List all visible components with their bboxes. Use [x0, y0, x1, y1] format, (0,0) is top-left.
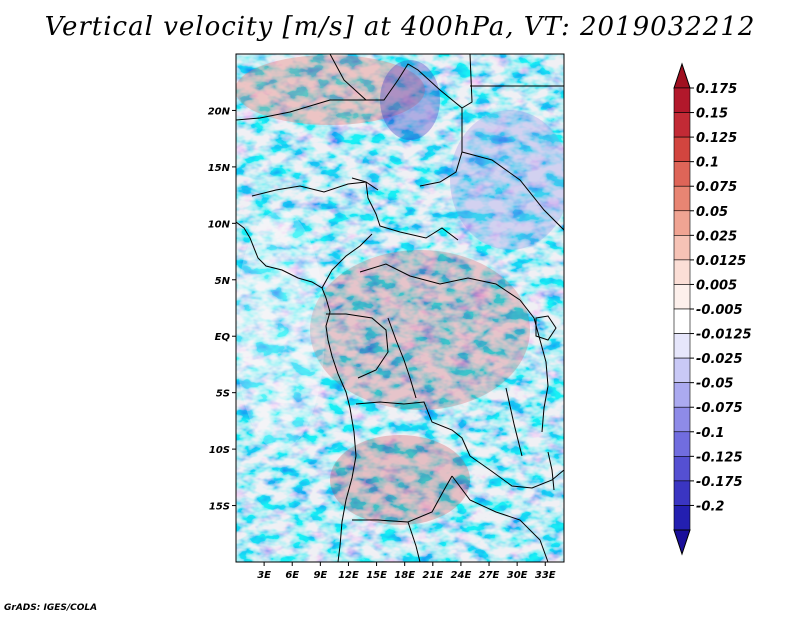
lake-tanganyika: [505, 387, 523, 457]
map-frame: [235, 53, 565, 563]
west-africa-coastline: [236, 221, 357, 562]
lon-tick-label: 21E: [422, 570, 443, 581]
lon-tick-label: 24E: [451, 570, 472, 581]
atlantic-calm-region: [236, 210, 325, 450]
lon-tick-label: 18E: [394, 570, 415, 581]
border-angola-north: [355, 401, 471, 457]
grads-credit: GrADS: IGES/COLA: [4, 603, 98, 613]
border-sudan: [461, 151, 564, 231]
lat-tick-label: 20N: [208, 106, 231, 117]
congo-convection-region: [310, 250, 530, 410]
southern-convection-region: [330, 435, 470, 525]
sahel-updraft-region: [236, 55, 425, 125]
colorbar-segment: [673, 480, 691, 506]
lat-tick-label: 10S: [209, 445, 230, 456]
border-gabon: [326, 313, 389, 379]
colorbar-label: -0.075: [696, 401, 743, 416]
colorbar-label: 0.075: [696, 180, 737, 195]
colorbar-label: 0.15: [696, 107, 728, 122]
colorbar-segment: [673, 161, 691, 187]
lon-tick-label: 6E: [285, 570, 299, 581]
colorbar-segment: [673, 357, 691, 383]
colorbar-label: 0.025: [696, 229, 737, 244]
colorbar-label: 0.175: [696, 82, 737, 97]
colorbar-label: -0.175: [696, 475, 743, 490]
border-congo-drc: [387, 317, 417, 399]
nile-border: [461, 54, 473, 109]
lon-tick-label: 3E: [257, 570, 271, 581]
colorbar-segment: [673, 333, 691, 359]
lon-tick-label: 15E: [366, 570, 387, 581]
longitude-axis: 3E 6E 9E 12E 15E 18E 21E 24E 27E 30E 33E: [257, 562, 556, 581]
colorbar-label: -0.125: [696, 450, 743, 465]
colorbar-label: -0.025: [696, 352, 743, 367]
coastlines-and-borders: [236, 54, 564, 562]
border-nigeria: [251, 181, 367, 197]
border-cameroon: [321, 233, 373, 289]
colorbar-label: -0.2: [696, 499, 724, 514]
colorbar-segment: [673, 235, 691, 261]
colorbar-label: -0.0125: [696, 328, 752, 343]
colorbar-label: 0.005: [696, 278, 737, 293]
lake-victoria: [535, 315, 557, 341]
border-angola-south: [352, 475, 453, 523]
colorbar-label: -0.1: [696, 426, 724, 441]
colorbar-segment: [673, 382, 691, 408]
lat-tick-label: 15S: [209, 502, 230, 513]
lon-tick-label: 9E: [313, 570, 327, 581]
lat-tick-label: 10N: [208, 219, 231, 230]
colorbar-segment: [673, 210, 691, 236]
colorbar-bottom-arrow: [673, 529, 691, 556]
colorbar-label: 0.125: [696, 131, 737, 146]
lon-tick-label: 27E: [479, 570, 500, 581]
lon-tick-label: 33E: [535, 570, 556, 581]
lon-tick-label: 30E: [507, 570, 528, 581]
border-zambia: [469, 455, 564, 489]
colorbar-segment: [673, 505, 691, 531]
velocity-noise-field: [236, 54, 564, 562]
colorbar-segment: [673, 431, 691, 457]
colorbar-segment: [673, 136, 691, 162]
northern-downdraft-region: [380, 60, 440, 140]
colorbar-segment: [673, 87, 691, 113]
lat-tick-label: 5N: [215, 276, 231, 287]
colorbar-top-arrow: [673, 62, 691, 89]
colorbar-segment: [673, 284, 691, 310]
colorbar-label: 0.1: [696, 156, 719, 171]
colorbar-segment: [673, 406, 691, 433]
latitude-axis: 20N 15N 10N 5N EQ 5S 10S 15S: [208, 106, 236, 513]
field-layer: [236, 54, 564, 562]
border-car: [359, 263, 521, 301]
lat-tick-label: 5S: [216, 389, 230, 400]
border-botswana: [451, 475, 549, 562]
border-chad: [365, 181, 459, 241]
lake-malawi: [547, 451, 555, 491]
colorbar-label: 0.0125: [696, 254, 746, 269]
colorbar-label: -0.005: [696, 303, 743, 318]
colorbar-segment: [673, 456, 691, 482]
colorbar-segment: [673, 185, 691, 212]
colorbar-segment: [673, 308, 691, 334]
border-namibia: [407, 521, 421, 562]
border-east: [519, 299, 549, 433]
colorbar-label: -0.05: [696, 377, 733, 392]
plot-title: Vertical velocity [m/s] at 400hPa, VT: 2…: [44, 12, 756, 42]
border-sahel: [236, 99, 366, 121]
colorbar-label: 0.05: [696, 205, 728, 220]
colorbar-segment: [673, 112, 691, 138]
lat-tick-label: 15N: [208, 163, 231, 174]
colorbar-segment: [673, 259, 691, 285]
lon-tick-label: 12E: [338, 570, 359, 581]
east-descent-region: [450, 110, 564, 250]
lat-tick-label: EQ: [215, 332, 231, 343]
colorbar: 0.175 0.15 0.125 0.1 0.075 0.05 0.025 0.0125 0.0…: [673, 62, 752, 556]
